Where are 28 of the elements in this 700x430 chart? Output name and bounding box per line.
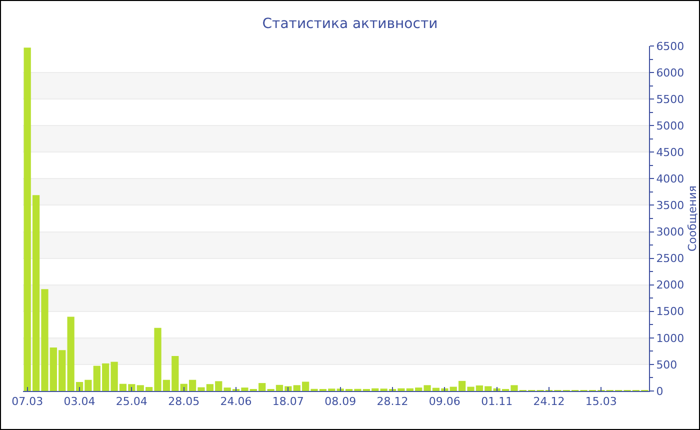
y-axis-title: Сообщения	[686, 185, 699, 252]
y-tick-label: 5000	[656, 119, 684, 132]
x-tick-label: 25.04	[116, 395, 148, 408]
x-tick-label: 07.03	[12, 395, 44, 408]
y-tick-label: 2500	[656, 252, 684, 266]
y-tick-label: 3500	[656, 199, 684, 212]
x-tick-label: 24.06	[220, 395, 252, 408]
y-tick-label: 5500	[656, 92, 684, 106]
x-tick-label: 15.03	[585, 395, 617, 408]
x-tick-label: 09.06	[428, 395, 460, 408]
x-tick-label: 28.12	[376, 395, 408, 408]
y-tick-label: 2000	[656, 278, 684, 292]
x-tick-label: 08.09	[324, 395, 356, 408]
y-tick-label: 6000	[656, 66, 684, 80]
y-tick-label: 0	[656, 384, 664, 398]
y-tick-label: 4500	[656, 146, 684, 159]
x-tick-label: 28.05	[168, 395, 200, 408]
y-tick-label: 6500	[656, 40, 684, 53]
y-tick-label: 1500	[656, 305, 684, 318]
x-tick-label: 01.11	[481, 395, 513, 408]
x-tick-label: 03.04	[64, 395, 96, 408]
x-tick-label: 18.07	[272, 395, 304, 408]
y-tick-label: 4000	[656, 172, 684, 186]
y-tick-label: 1000	[656, 332, 684, 345]
x-tick-label: 24.12	[533, 395, 565, 408]
y-tick-label: 500	[656, 358, 678, 372]
y-tick-label: 3000	[656, 226, 684, 239]
chart-title: Статистика активности	[262, 16, 438, 32]
